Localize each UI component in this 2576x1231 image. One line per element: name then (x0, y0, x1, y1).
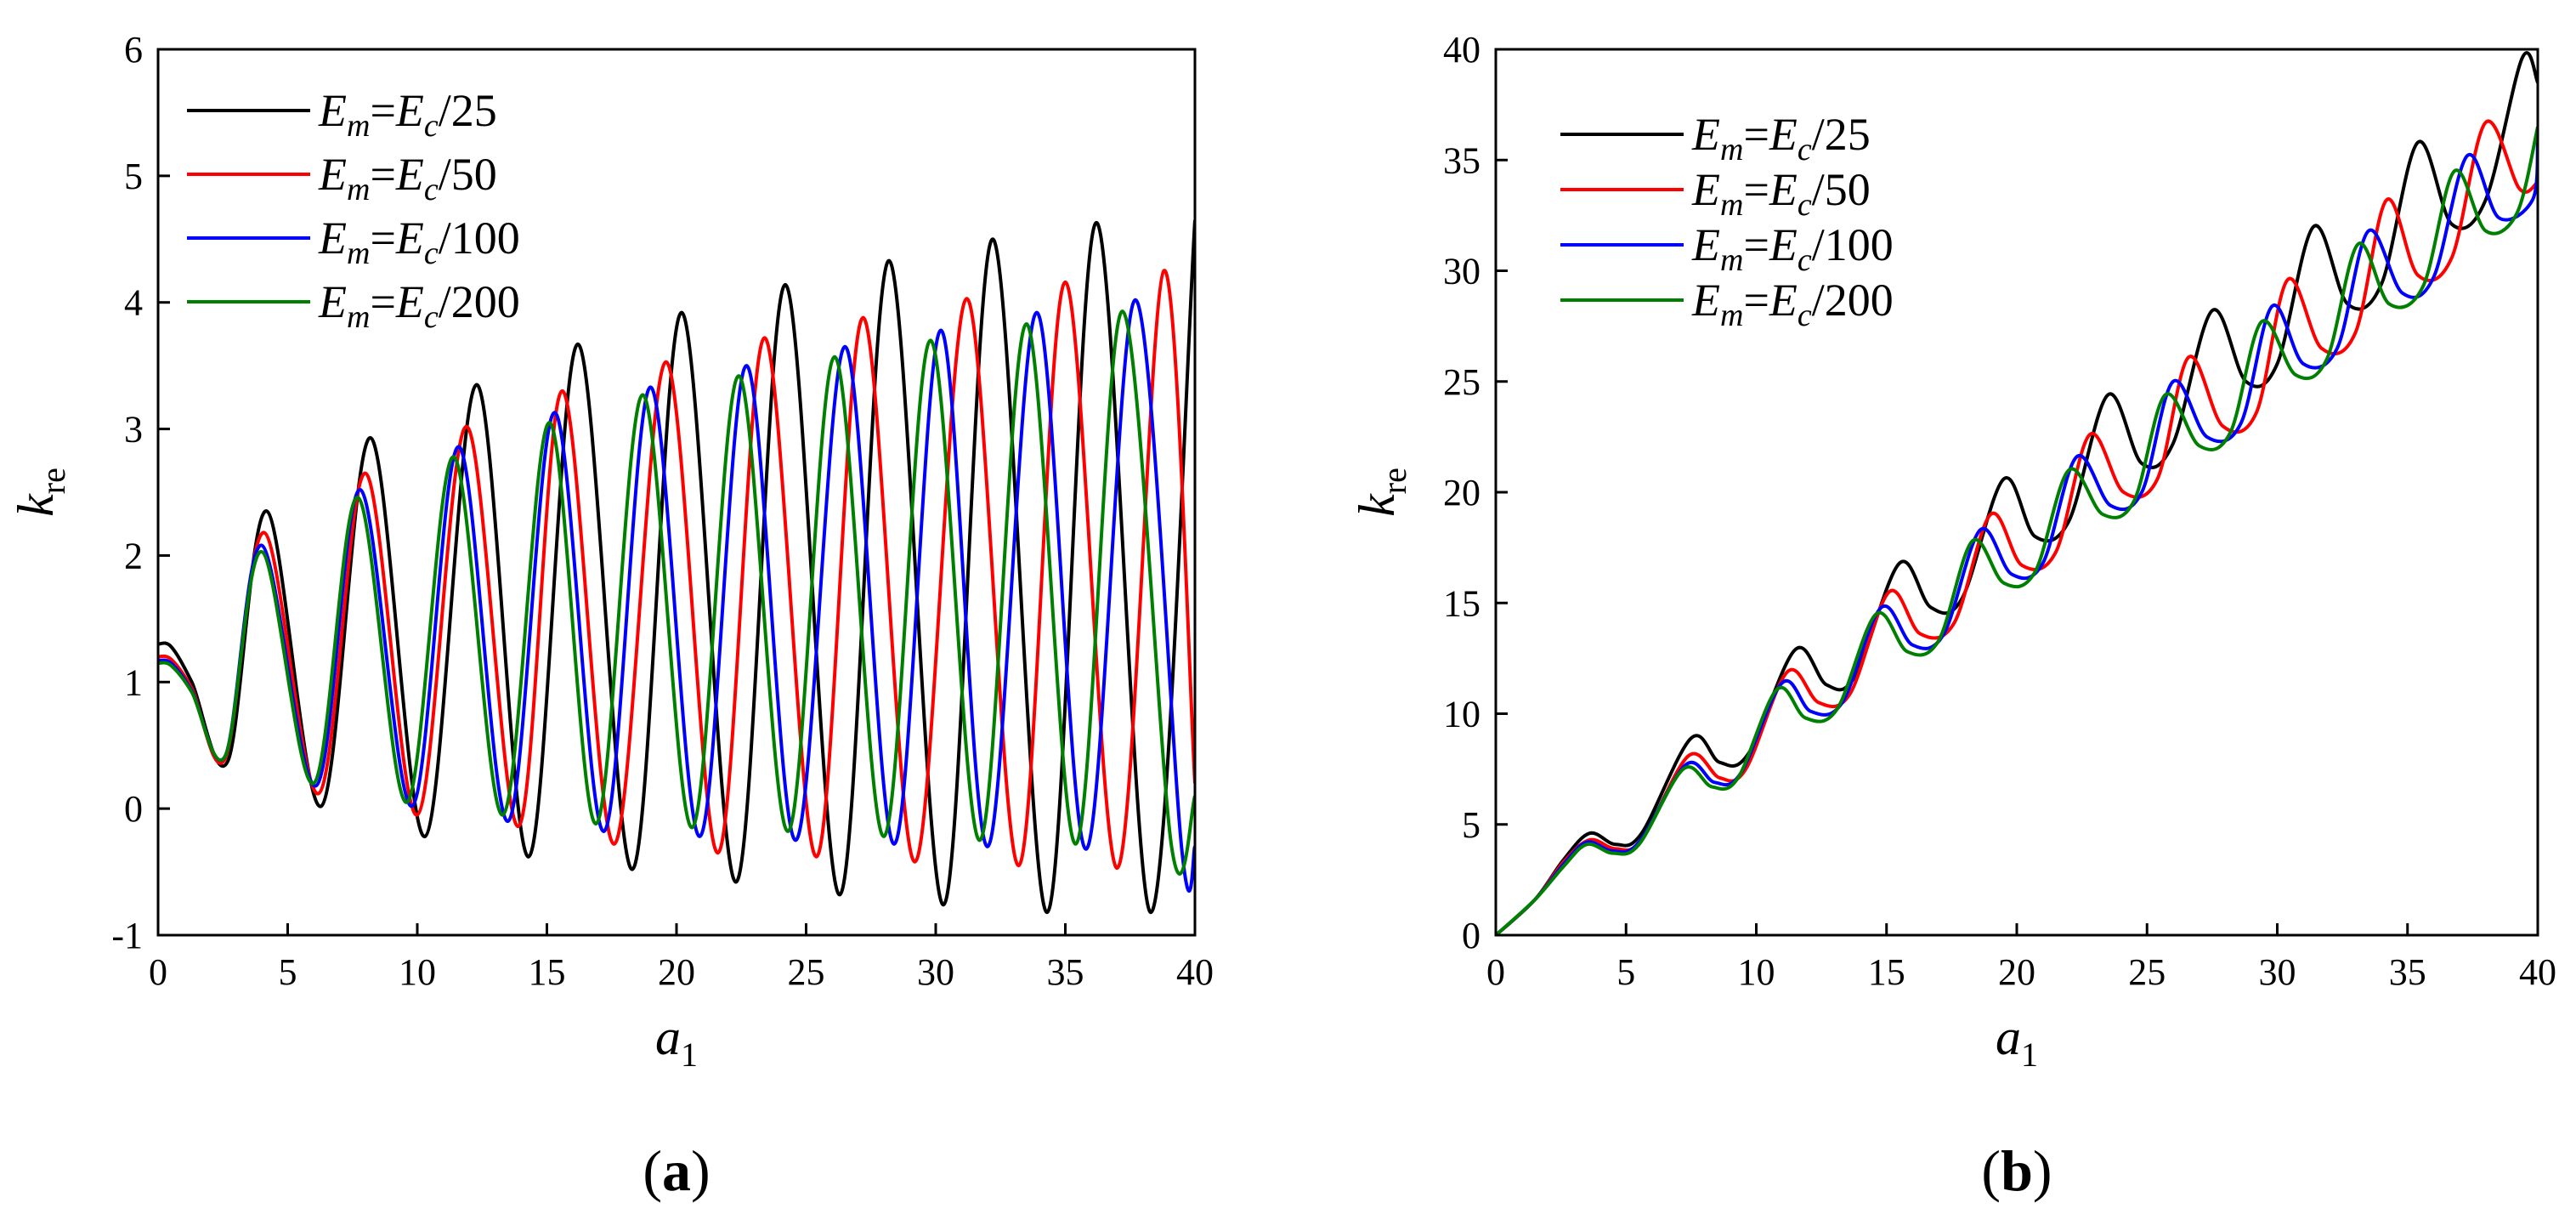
chart-panel-a: 0 5 10 15 20 25 30 35 40-10123456a1kreEm=Ec/25Em… (8, 29, 1214, 1203)
series-line-25 (1496, 51, 2538, 935)
series-line-200 (1496, 126, 2538, 935)
x-tick-label: 35 (2389, 951, 2426, 993)
y-tick-label: 35 (1443, 139, 1480, 181)
y-tick-label: -1 (111, 915, 143, 956)
legend-entry: Em=Ec/100 (318, 213, 520, 271)
legend-entry: Em=Ec/50 (318, 149, 497, 207)
x-tick-label: 25 (788, 951, 825, 993)
legend-entry: Em=Ec/50 (1691, 164, 1871, 223)
y-tick-label: 15 (1443, 582, 1480, 624)
y-tick-label: 1 (124, 661, 143, 703)
x-tick-label: 15 (1868, 951, 1905, 993)
plot-frame (156, 48, 1197, 937)
x-tick-label: 10 (1738, 951, 1775, 993)
y-tick-label: 25 (1443, 361, 1480, 403)
chart-panel-b: 0 5 10 15 20 25 30 35 40 0 5 10 15 20 25 30 35 40 a1 kre Em=… (1349, 29, 2556, 1203)
legend-entry: Em=Ec/200 (1691, 275, 1894, 333)
x-axis-label: a1 (655, 1009, 698, 1074)
legend-entry: Em=Ec/25 (318, 85, 497, 144)
y-tick-label: 2 (124, 535, 143, 576)
x-tick-label: 40 (1176, 951, 1214, 993)
series-line-200 (158, 309, 1195, 876)
x-axis-label: a1 (1996, 1009, 2038, 1074)
x-tick-label: 10 (399, 951, 436, 993)
series-group (1496, 51, 2538, 935)
x-tick-label: 15 (529, 951, 566, 993)
series-line-100 (158, 298, 1195, 893)
y-tick-label: 20 (1443, 472, 1480, 513)
x-tick-label: 0 (149, 951, 167, 993)
y-tick-label: 0 (124, 788, 143, 830)
x-tick-label: 0 (1486, 951, 1505, 993)
series-line-100 (1496, 142, 2538, 935)
y-tick-label: 40 (1443, 29, 1480, 71)
x-tick-label: 40 (2519, 951, 2556, 993)
legend-entry: Em=Ec/100 (1691, 219, 1894, 278)
y-tick-label: 10 (1443, 694, 1480, 735)
x-tick-label: 20 (658, 951, 695, 993)
y-tick-label: 6 (124, 29, 143, 71)
series-line-50 (1496, 119, 2538, 935)
panel-caption: (a) (643, 1138, 710, 1203)
legend-entry: Em=Ec/200 (318, 276, 520, 335)
x-tick-label: 25 (2128, 951, 2166, 993)
x-tick-label: 5 (279, 951, 297, 993)
y-tick-label: 0 (1462, 915, 1480, 956)
x-tick-label: 30 (2259, 951, 2296, 993)
legend-entry: Em=Ec/25 (1691, 109, 1871, 167)
y-tick-label: 4 (124, 282, 143, 324)
y-tick-label: 3 (124, 409, 143, 451)
x-tick-label: 5 (1616, 951, 1635, 993)
y-tick-label: 30 (1443, 251, 1480, 292)
x-tick-label: 30 (917, 951, 954, 993)
y-tick-label: 5 (1462, 804, 1480, 846)
y-axis-label: kre (8, 468, 72, 517)
x-tick-label: 35 (1047, 951, 1084, 993)
x-tick-label: 20 (1998, 951, 2035, 993)
series-group (158, 219, 1195, 915)
series-line-50 (158, 269, 1195, 871)
y-tick-label: 5 (124, 156, 143, 197)
y-axis-label: kre (1349, 468, 1413, 517)
panel-caption: (b) (1981, 1138, 2052, 1203)
